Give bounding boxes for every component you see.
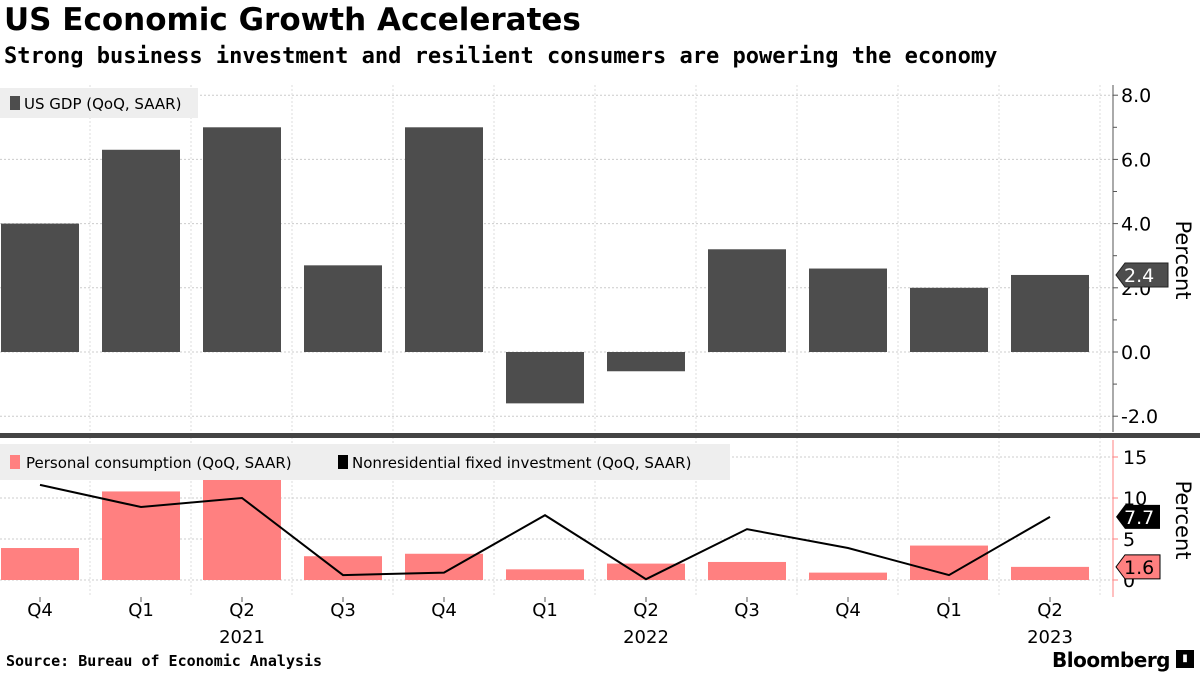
x-tick-label: Q1 (128, 600, 154, 621)
gdp-bar (809, 268, 887, 352)
x-tick-label: Q4 (27, 600, 53, 621)
x-tick-label: Q3 (330, 600, 356, 621)
legend-label-gdp: US GDP (QoQ, SAAR) (24, 95, 181, 113)
gdp-bar (607, 352, 685, 372)
legend-swatch-investment (338, 455, 348, 469)
top-legend-bg (0, 88, 198, 118)
gdp-bar (708, 249, 786, 352)
consumption-bar (1, 548, 79, 580)
consumption-bar (809, 572, 887, 580)
gdp-bar (203, 127, 281, 352)
y-tick-label: 5 (1123, 529, 1135, 551)
consumption-last-value-label: 1.6 (1124, 557, 1154, 579)
y-tick-label: 6.0 (1121, 149, 1151, 171)
x-year-label: 2022 (623, 627, 669, 648)
gdp-bar (1, 223, 79, 352)
consumption-bar (304, 556, 382, 580)
gdp-bar (1011, 274, 1089, 352)
gdp-last-value-label: 2.4 (1124, 265, 1154, 287)
bottom-y-axis-title: Percent (1171, 480, 1195, 559)
investment-line (39, 483, 1051, 581)
gdp-bar (506, 352, 584, 404)
consumption-last-value-marker (1115, 554, 1161, 580)
investment-last-value-label: 7.7 (1124, 507, 1154, 529)
x-tick-label: Q4 (431, 600, 457, 621)
consumption-bar (203, 479, 281, 580)
gdp-bar (304, 265, 382, 352)
y-tick-label: -2.0 (1121, 406, 1158, 428)
chart-title: US Economic Growth Accelerates (4, 2, 581, 38)
y-tick-label: 4.0 (1121, 214, 1151, 236)
x-tick-label: Q4 (835, 600, 861, 621)
x-tick-label: Q2 (1037, 600, 1063, 621)
x-tick-label: Q2 (229, 600, 255, 621)
top-y-axis-title: Percent (1171, 220, 1195, 299)
source-note: Source: Bureau of Economic Analysis (6, 652, 323, 670)
bloomberg-logo: Bloomberg (1052, 648, 1170, 672)
y-tick-label: 0.0 (1121, 342, 1151, 364)
y-tick-label: 10 (1123, 488, 1147, 510)
x-tick-label: Q3 (734, 600, 760, 621)
investment-last-value-marker (1116, 504, 1160, 529)
consumption-bar (1011, 566, 1089, 580)
y-tick-label: 8.0 (1121, 85, 1151, 107)
bloomberg-icon: ▮ (1176, 650, 1194, 668)
consumption-bar (708, 561, 786, 580)
chart-subtitle: Strong business investment and resilient… (4, 44, 998, 69)
x-year-label: 2023 (1027, 627, 1073, 648)
legend-label-consumption: Personal consumption (QoQ, SAAR) (26, 454, 292, 472)
bottom-legend-bg (0, 444, 730, 480)
gdp-bar (405, 127, 483, 352)
x-year-label: 2021 (219, 627, 265, 648)
consumption-bar (506, 569, 584, 580)
x-tick-label: Q1 (936, 600, 962, 621)
legend-swatch-consumption (10, 455, 20, 469)
y-tick-label: 15 (1123, 447, 1147, 469)
x-tick-label: Q1 (532, 600, 558, 621)
legend-label-investment: Nonresidential fixed investment (QoQ, SA… (352, 454, 691, 472)
gdp-bar (910, 287, 988, 352)
legend-swatch-gdp (10, 96, 20, 110)
x-tick-label: Q2 (633, 600, 659, 621)
gdp-bar (102, 149, 180, 352)
panel-divider (0, 433, 1200, 438)
gdp-last-value-marker (1115, 262, 1169, 288)
